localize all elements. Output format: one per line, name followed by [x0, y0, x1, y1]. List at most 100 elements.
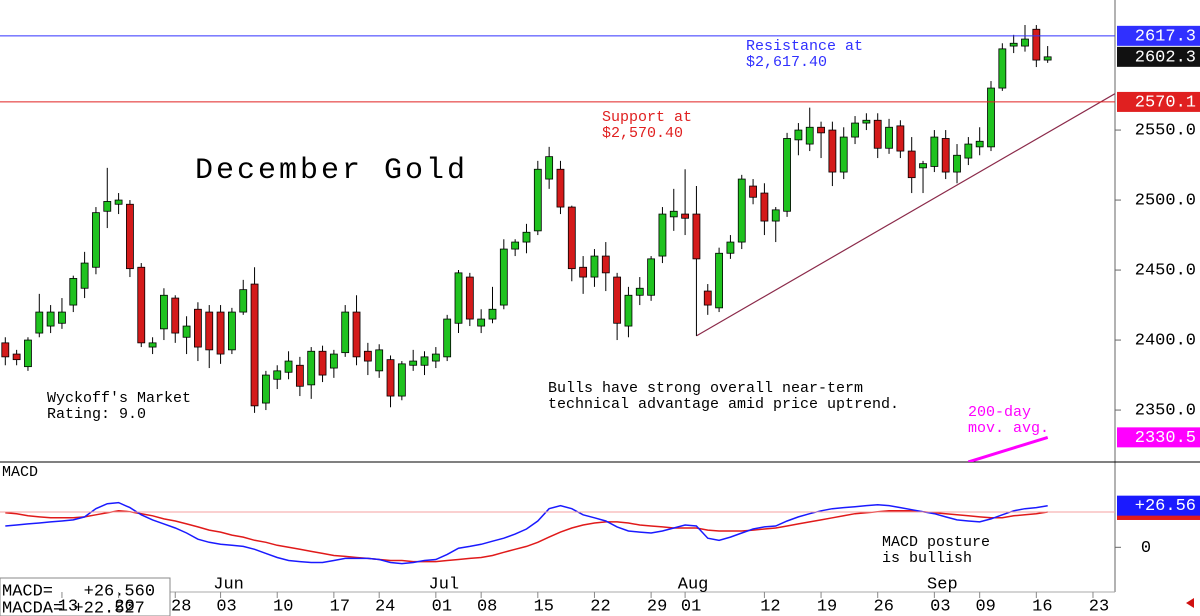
candle-body	[92, 212, 100, 268]
candle-body	[975, 140, 984, 148]
candle-body	[749, 185, 757, 198]
candle-body	[103, 201, 112, 212]
candle-body	[465, 276, 474, 320]
candle-body	[69, 278, 78, 306]
candle-body	[1, 342, 10, 358]
month-label: Aug	[678, 575, 709, 594]
y-tick-label: 2500.0	[1135, 192, 1196, 211]
x-tick-label: 19	[817, 597, 837, 616]
candle-body	[737, 178, 746, 243]
candle-body	[783, 138, 791, 212]
support-note: Support at	[602, 109, 692, 126]
candle-body	[307, 350, 316, 386]
resistance-box	[1117, 25, 1200, 46]
support-note: $2,570.40	[602, 125, 683, 142]
candle-body	[148, 342, 157, 348]
x-tick-label: 12	[760, 597, 780, 616]
candle-body	[579, 266, 588, 278]
x-tick-label: 16	[1032, 597, 1052, 616]
candle-body	[171, 297, 180, 334]
candle-body	[261, 374, 270, 404]
candle-body	[329, 353, 338, 369]
x-tick-label: 03	[930, 597, 950, 616]
candle-body	[624, 294, 633, 327]
candle-body	[126, 203, 134, 270]
ma200-note: mov. avg.	[968, 420, 1049, 437]
chart-title: December Gold	[195, 154, 468, 188]
candle-body	[590, 255, 599, 278]
candle-body	[488, 308, 497, 320]
candle-body	[227, 311, 236, 351]
month-label: Jul	[429, 575, 460, 594]
macd-note: MACD posture	[882, 534, 990, 551]
candle-body	[964, 143, 973, 159]
candle-body	[658, 213, 667, 257]
ma200-label: 2330.5	[1135, 429, 1196, 448]
candle-body	[987, 87, 995, 148]
x-tick-label: 24	[375, 597, 395, 616]
month-label: Jun	[213, 575, 244, 594]
macd-box-label: +26.56	[1135, 497, 1196, 516]
y-tick-label: 2350.0	[1135, 402, 1196, 421]
x-tick-label: 08	[477, 597, 497, 616]
macd-tick-label: 0	[1141, 539, 1151, 558]
candle-body	[1043, 56, 1052, 61]
candle-body	[205, 311, 214, 351]
candle-body	[851, 122, 859, 138]
x-tick-label: 10	[273, 597, 293, 616]
x-tick-label: 09	[975, 597, 995, 616]
candle-body	[58, 311, 66, 324]
candle-body	[919, 163, 927, 169]
candle-body	[873, 119, 882, 149]
ma200-note: 200-day	[968, 404, 1031, 421]
candle-body	[522, 231, 531, 243]
candle-body	[194, 308, 202, 348]
readout-box	[0, 577, 171, 616]
candle-body	[613, 276, 622, 324]
resistance-note: Resistance at	[746, 38, 863, 55]
price-panel	[1, 25, 1115, 462]
candle-body	[771, 209, 780, 222]
candle-body	[250, 283, 259, 407]
candle-body	[24, 339, 32, 368]
candle-body	[295, 364, 304, 387]
candle-body	[907, 150, 916, 179]
candle-body	[1032, 28, 1041, 61]
candle-body	[998, 48, 1007, 89]
candle-body	[284, 360, 293, 373]
macd-title: MACD	[2, 464, 38, 481]
candle-body	[273, 370, 282, 380]
x-tick-label: 20	[114, 597, 134, 616]
last-price-label: 2602.3	[1135, 48, 1196, 67]
y-tick-label: 2450.0	[1135, 262, 1196, 281]
rating-note: Wyckoff's Market	[47, 390, 191, 407]
candle-body	[941, 138, 950, 173]
macd-line	[5, 501, 1048, 565]
candle-body	[363, 350, 372, 362]
x-tick-label: 01	[432, 597, 452, 616]
candle-body	[318, 350, 327, 376]
candle-body	[760, 192, 769, 222]
candle-body	[681, 213, 689, 219]
y-tick-label: 2550.0	[1135, 122, 1196, 141]
candle-body	[409, 360, 418, 366]
candle-body	[647, 258, 656, 296]
candle-body	[794, 129, 803, 141]
candle-body	[896, 125, 905, 152]
candle-body	[375, 349, 384, 372]
candle-body	[828, 129, 837, 173]
scroll-arrow[interactable]	[1186, 598, 1194, 608]
candle-body	[930, 136, 939, 167]
candle-body	[443, 318, 452, 358]
candle-body	[692, 213, 701, 260]
x-tick-label: 22	[590, 597, 610, 616]
candle-body	[839, 136, 848, 173]
comment-note: technical advantage amid price uptrend.	[548, 396, 899, 413]
ma200-line	[967, 435, 1049, 462]
candle-body	[114, 199, 123, 205]
candle-body	[352, 311, 361, 358]
x-tick-label: 23	[1089, 597, 1109, 616]
x-tick-label: 28	[171, 597, 191, 616]
comment-note: Bulls have strong overall near-term	[548, 380, 863, 397]
